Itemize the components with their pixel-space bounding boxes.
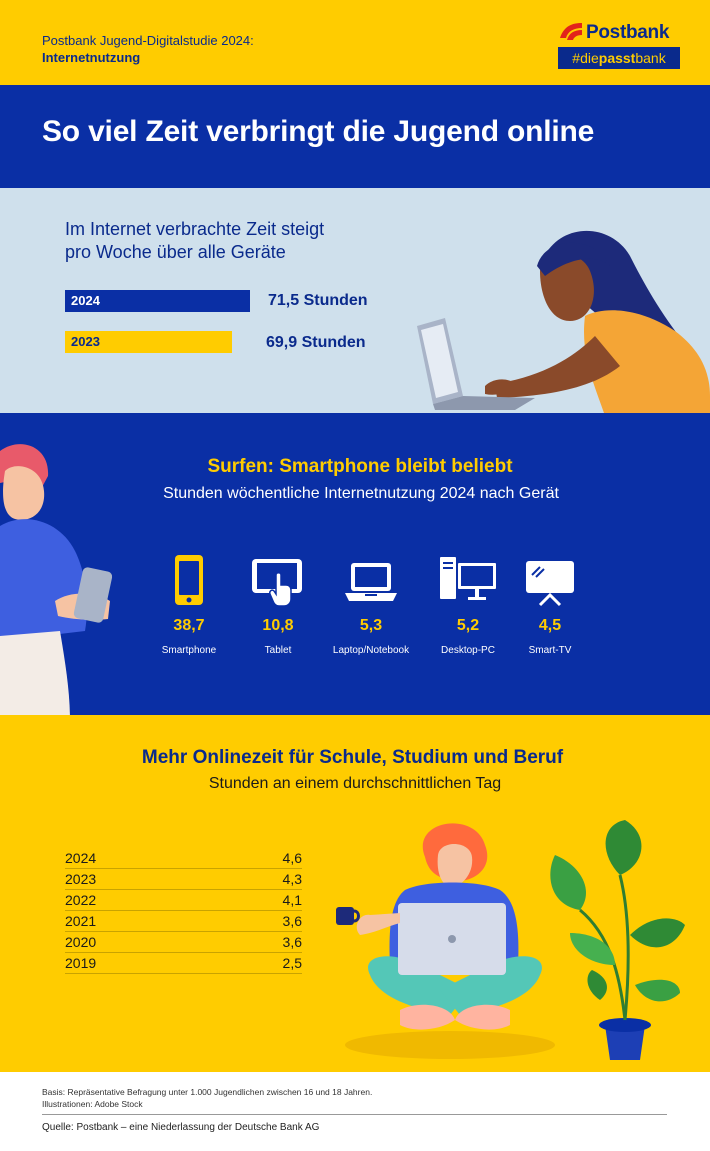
title-band: So viel Zeit verbringt die Jugend online: [0, 85, 710, 188]
tablet-icon: [252, 559, 302, 607]
person-laptop-plant-illustration: [336, 820, 685, 1060]
section-weekly: Im Internet verbrachte Zeit steigt pro W…: [0, 188, 710, 413]
daily-value: 2,5: [282, 955, 302, 971]
woman-laptop-illustration: [417, 230, 710, 413]
weekly-bar-2024: 2024: [65, 290, 250, 312]
daily-value: 4,6: [282, 850, 302, 866]
device-laptop: 5,3 Laptop/Notebook: [323, 553, 419, 656]
weekly-bar-2023: 2023: [65, 331, 233, 353]
devices-subtitle: Stunden wöchentliche Internetnutzung 202…: [163, 485, 559, 502]
laptop-icon: [345, 563, 397, 601]
daily-year: 2021: [65, 913, 97, 929]
device-label-smart-tv: Smart-TV: [528, 645, 572, 656]
device-smart-tv: 4,5 Smart-TV: [502, 553, 598, 656]
footer-basis: Basis: Repräsentative Befragung unter 1.…: [42, 1087, 373, 1097]
weekly-subtitle-line2: pro Woche über alle Geräte: [65, 242, 286, 262]
man-phone-illustration: [0, 444, 113, 715]
smartphone-icon: [175, 555, 203, 605]
weekly-bar-label-2024: 2024: [71, 293, 100, 308]
tag-pre: #die: [572, 50, 599, 66]
section-daily: Mehr Onlinezeit für Schule, Studium und …: [0, 715, 710, 1072]
daily-row: 2019 2,5: [65, 953, 302, 974]
page-title: So viel Zeit verbringt die Jugend online: [42, 115, 595, 148]
device-tablet: 10,8 Tablet: [230, 553, 326, 656]
weekly-subtitle: Im Internet verbrachte Zeit steigt pro W…: [65, 218, 365, 264]
daily-row: 2024 4,6: [65, 848, 302, 869]
footer-notes: Basis: Repräsentative Befragung unter 1.…: [42, 1086, 372, 1110]
device-label-desktop-pc: Desktop-PC: [441, 645, 495, 656]
brand-tagline: #diepasstbank: [558, 47, 680, 69]
daily-value: 4,1: [282, 892, 302, 908]
device-value-desktop-pc: 5,2: [456, 617, 480, 634]
brand-name: Postbank: [586, 22, 670, 43]
postbank-mark-icon: [560, 23, 582, 40]
section-devices: Surfen: Smartphone bleibt beliebt Stunde…: [0, 413, 710, 715]
weekly-value-2023: 69,9 Stunden: [266, 334, 366, 351]
smart-tv-icon: [526, 561, 574, 607]
daily-year: 2022: [65, 892, 97, 908]
daily-row: 2021 3,6: [65, 911, 302, 932]
daily-year: 2020: [65, 934, 97, 950]
daily-row: 2023 4,3: [65, 869, 302, 890]
desktop-pc-icon: [440, 557, 496, 600]
footer-illustrations: Illustrationen: Adobe Stock: [42, 1099, 143, 1109]
study-title-line2: Internetnutzung: [42, 50, 141, 65]
daily-subtitle: Stunden an einem durchschnittlichen Tag: [208, 775, 502, 792]
device-label-tablet: Tablet: [264, 645, 292, 656]
daily-value: 4,3: [282, 871, 302, 887]
postbank-logo: Postbank #diepasstbank: [558, 20, 680, 72]
device-value-smart-tv: 4,5: [538, 617, 562, 634]
study-title: Postbank Jugend-Digitalstudie 2024: Inte…: [42, 32, 254, 66]
device-desktop-pc: 5,2 Desktop-PC: [420, 553, 516, 656]
header: Postbank Jugend-Digitalstudie 2024: Inte…: [0, 0, 710, 85]
weekly-bar-label-2023: 2023: [71, 334, 100, 349]
daily-year: 2024: [65, 850, 97, 866]
weekly-subtitle-line1: Im Internet verbrachte Zeit steigt: [65, 219, 325, 239]
devices-title: Surfen: Smartphone bleibt beliebt: [207, 456, 513, 477]
footer-divider: [42, 1114, 667, 1115]
footer: Basis: Repräsentative Befragung unter 1.…: [0, 1072, 710, 1151]
daily-title: Mehr Onlinezeit für Schule, Studium und …: [141, 747, 564, 768]
daily-row: 2020 3,6: [65, 932, 302, 953]
daily-row: 2022 4,1: [65, 890, 302, 911]
daily-value: 3,6: [282, 913, 302, 929]
tag-bold: passt: [598, 50, 636, 66]
weekly-value-2024: 71,5 Stunden: [268, 292, 368, 309]
device-value-smartphone: 38,7: [173, 617, 205, 634]
device-value-tablet: 10,8: [262, 617, 294, 634]
daily-year: 2023: [65, 871, 97, 887]
footer-source: Quelle: Postbank – eine Niederlassung de…: [42, 1122, 320, 1133]
device-label-smartphone: Smartphone: [161, 645, 217, 656]
study-title-line1: Postbank Jugend-Digitalstudie 2024:: [42, 33, 254, 48]
daily-value: 3,6: [282, 934, 302, 950]
device-label-laptop: Laptop/Notebook: [332, 645, 410, 656]
device-smartphone: 38,7 Smartphone: [141, 553, 237, 656]
device-value-laptop: 5,3: [359, 617, 383, 634]
daily-year: 2019: [65, 955, 97, 971]
tag-post: bank: [635, 50, 666, 66]
